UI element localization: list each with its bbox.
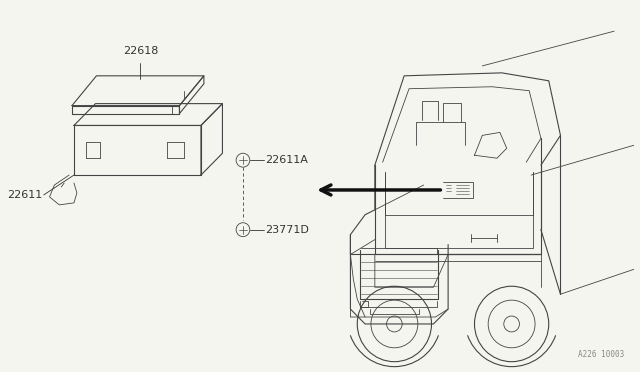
Text: 22618: 22618 — [123, 46, 158, 56]
Text: 23771D: 23771D — [266, 225, 309, 235]
Text: 22611A: 22611A — [266, 155, 308, 165]
Text: A226 10003: A226 10003 — [578, 350, 624, 359]
Text: 22611: 22611 — [8, 190, 43, 200]
